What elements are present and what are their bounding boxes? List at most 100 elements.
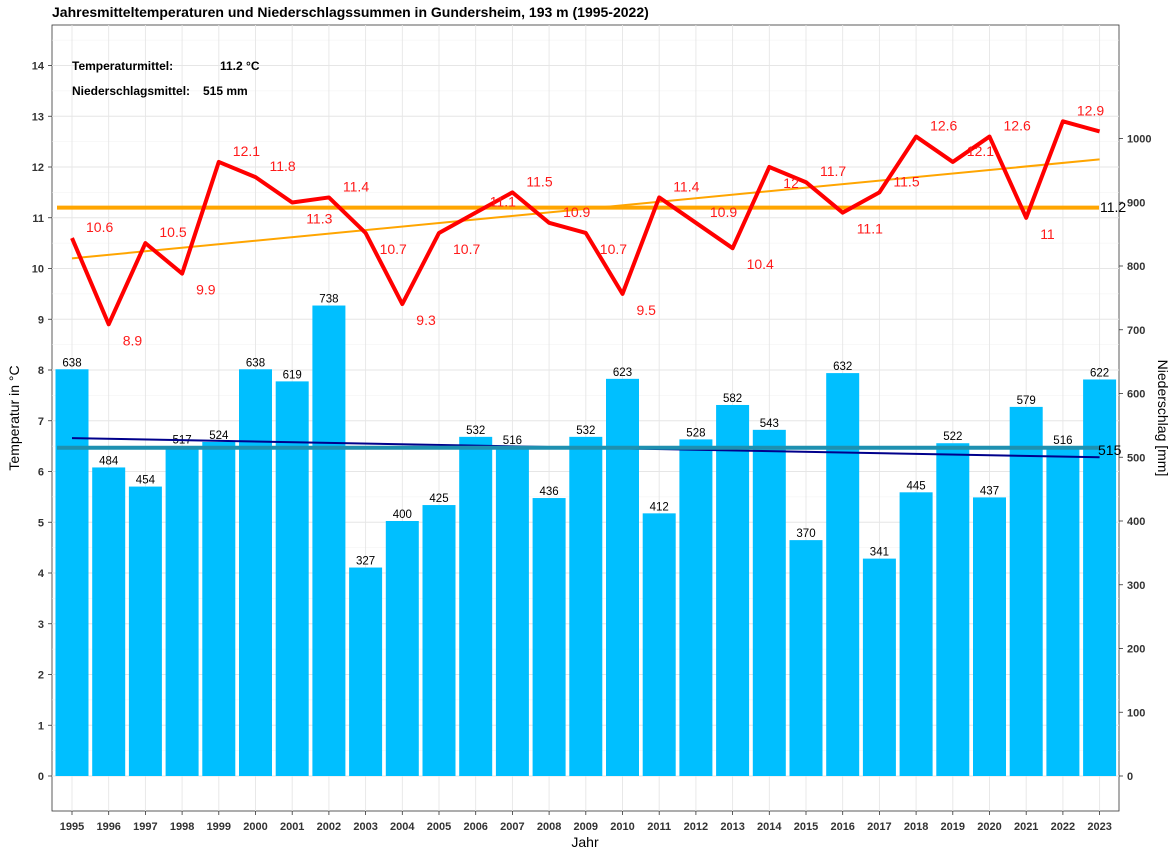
temperature-label-2016: 11.1 — [857, 221, 883, 237]
chart-title: Jahresmitteltemperaturen und Niederschla… — [52, 4, 649, 20]
precipitation-label-2004: 400 — [393, 509, 412, 521]
tick-label-x-2000: 2000 — [243, 821, 267, 833]
tick-label-left: 5 — [38, 517, 44, 529]
temperature-label-2020: 12.6 — [1004, 118, 1031, 134]
tick-label-x-2008: 2008 — [537, 821, 561, 833]
precipitation-label-1995: 638 — [62, 357, 81, 369]
tick-label-left: 8 — [38, 365, 44, 377]
tick-label-right: 800 — [1127, 261, 1145, 273]
tick-label-x-1995: 1995 — [60, 821, 84, 833]
precipitation-bar-2007 — [495, 447, 529, 776]
precipitation-label-2020: 437 — [980, 485, 999, 497]
temperature-label-2005: 10.7 — [453, 241, 480, 257]
temperature-label-2004: 9.3 — [416, 312, 436, 328]
precipitation-bar-2022 — [1046, 447, 1080, 776]
tick-label-x-2011: 2011 — [647, 821, 671, 833]
temperature-label-2009: 10.7 — [600, 241, 627, 257]
precipitation-label-2015: 370 — [796, 528, 815, 540]
precipitation-label-1997: 454 — [136, 475, 156, 487]
precipitation-bar-2019 — [936, 443, 970, 776]
temperature-label-2021: 11 — [1040, 226, 1055, 242]
temperature-label-2007: 11.5 — [526, 173, 552, 189]
precipitation-bar-2003 — [349, 567, 383, 776]
tick-label-x-2009: 2009 — [574, 821, 598, 833]
precipitation-bar-2009 — [569, 436, 603, 776]
precipitation-bar-1995 — [55, 369, 89, 776]
precipitation-bar-2010 — [606, 378, 639, 776]
temperature-mean-label: Temperaturmittel: — [72, 59, 173, 73]
temperature-label-1998: 9.9 — [196, 282, 216, 298]
temperature-label-2003: 10.7 — [380, 241, 407, 257]
precipitation-label-2021: 579 — [1017, 395, 1036, 407]
precipitation-bar-2018 — [899, 492, 933, 776]
tick-label-x-2004: 2004 — [390, 821, 415, 833]
tick-label-x-2017: 2017 — [867, 821, 891, 833]
tick-label-x-2020: 2020 — [977, 821, 1001, 833]
tick-label-left: 14 — [32, 61, 45, 73]
precipitation-bar-2005 — [422, 505, 456, 776]
precipitation-label-2019: 522 — [943, 431, 962, 443]
precipitation-bar-2013 — [716, 404, 750, 776]
y-axis-left-title: Temperatur in °C — [6, 365, 22, 470]
temperature-mean-value: 11.2 °C — [220, 59, 260, 73]
y-axis-right-title: Niederschlag [mm] — [1155, 360, 1171, 477]
precipitation-bar-1999 — [202, 441, 236, 776]
tick-label-x-2013: 2013 — [720, 821, 744, 833]
precipitation-bar-2000 — [239, 369, 272, 776]
precipitation-bar-2002 — [312, 305, 346, 776]
temperature-label-1995: 10.6 — [86, 219, 113, 235]
temperature-line — [70, 119, 1101, 327]
precipitation-label-2003: 327 — [356, 556, 375, 568]
precipitation-bar-2008 — [532, 498, 566, 776]
lines — [57, 119, 1101, 459]
tick-label-left: 12 — [32, 162, 44, 174]
precipitation-mean-value: 515 mm — [203, 84, 248, 98]
precipitation-label-2002: 738 — [319, 294, 338, 306]
tick-label-x-2006: 2006 — [463, 821, 487, 833]
temperature-label-2000: 11.8 — [270, 158, 296, 174]
tick-label-right: 700 — [1127, 325, 1145, 337]
temperature-label-2013: 10.4 — [747, 256, 774, 272]
tick-label-x-2018: 2018 — [904, 821, 928, 833]
temperature-label-1997: 10.5 — [159, 224, 186, 240]
tick-label-left: 9 — [38, 314, 44, 326]
tick-label-left: 6 — [38, 467, 44, 479]
precipitation-label-2006: 532 — [466, 425, 485, 437]
temperature-mean-line-label: 11.2 — [1100, 199, 1126, 215]
precipitation-label-2018: 445 — [907, 480, 926, 492]
temperature-label-1999: 12.1 — [233, 143, 260, 159]
tick-label-x-2007: 2007 — [500, 821, 524, 833]
tick-label-left: 10 — [32, 264, 44, 276]
precipitation-label-2009: 532 — [576, 425, 595, 437]
precipitation-label-2023: 622 — [1090, 367, 1109, 379]
precipitation-bar-2011 — [642, 513, 676, 776]
tick-label-x-1999: 1999 — [207, 821, 231, 833]
temperature-label-2019: 12.1 — [967, 143, 994, 159]
tick-label-x-2005: 2005 — [427, 821, 451, 833]
tick-label-right: 600 — [1127, 389, 1145, 401]
precipitation-bar-2023 — [1083, 379, 1117, 776]
precipitation-bar-2014 — [752, 429, 786, 776]
tick-label-x-2003: 2003 — [353, 821, 377, 833]
precipitation-bar-2004 — [385, 521, 419, 776]
temperature-label-2018: 12.6 — [930, 118, 957, 134]
tick-label-x-1997: 1997 — [133, 821, 157, 833]
temperature-labels: 10.6 8.9 10.5 9.9 12.1 11.8 11.3 11.4 10.7 9.3 10.… — [86, 102, 1104, 348]
precipitation-bar-1996 — [92, 467, 126, 776]
precipitation-bar-2016 — [826, 373, 860, 776]
precipitation-bar-1998 — [165, 446, 199, 776]
precipitation-label-2008: 436 — [540, 486, 559, 498]
precipitation-label-2011: 412 — [650, 501, 669, 513]
tick-label-left: 11 — [32, 213, 44, 225]
precipitation-label-2014: 543 — [760, 418, 779, 430]
tick-label-x-2012: 2012 — [684, 821, 708, 833]
precipitation-mean-line-label: 515 — [1098, 442, 1122, 458]
precipitation-label-2022: 516 — [1053, 435, 1072, 447]
tick-label-right: 300 — [1127, 580, 1145, 592]
tick-label-x-2022: 2022 — [1051, 821, 1075, 833]
temperature-label-2015: 11.7 — [820, 163, 846, 179]
tick-label-x-2021: 2021 — [1014, 821, 1038, 833]
tick-label-left: 2 — [38, 670, 44, 682]
precipitation-label-1996: 484 — [99, 455, 119, 467]
precipitation-bar-labels: 6384844545175246386197383274004255325164… — [62, 294, 1109, 568]
